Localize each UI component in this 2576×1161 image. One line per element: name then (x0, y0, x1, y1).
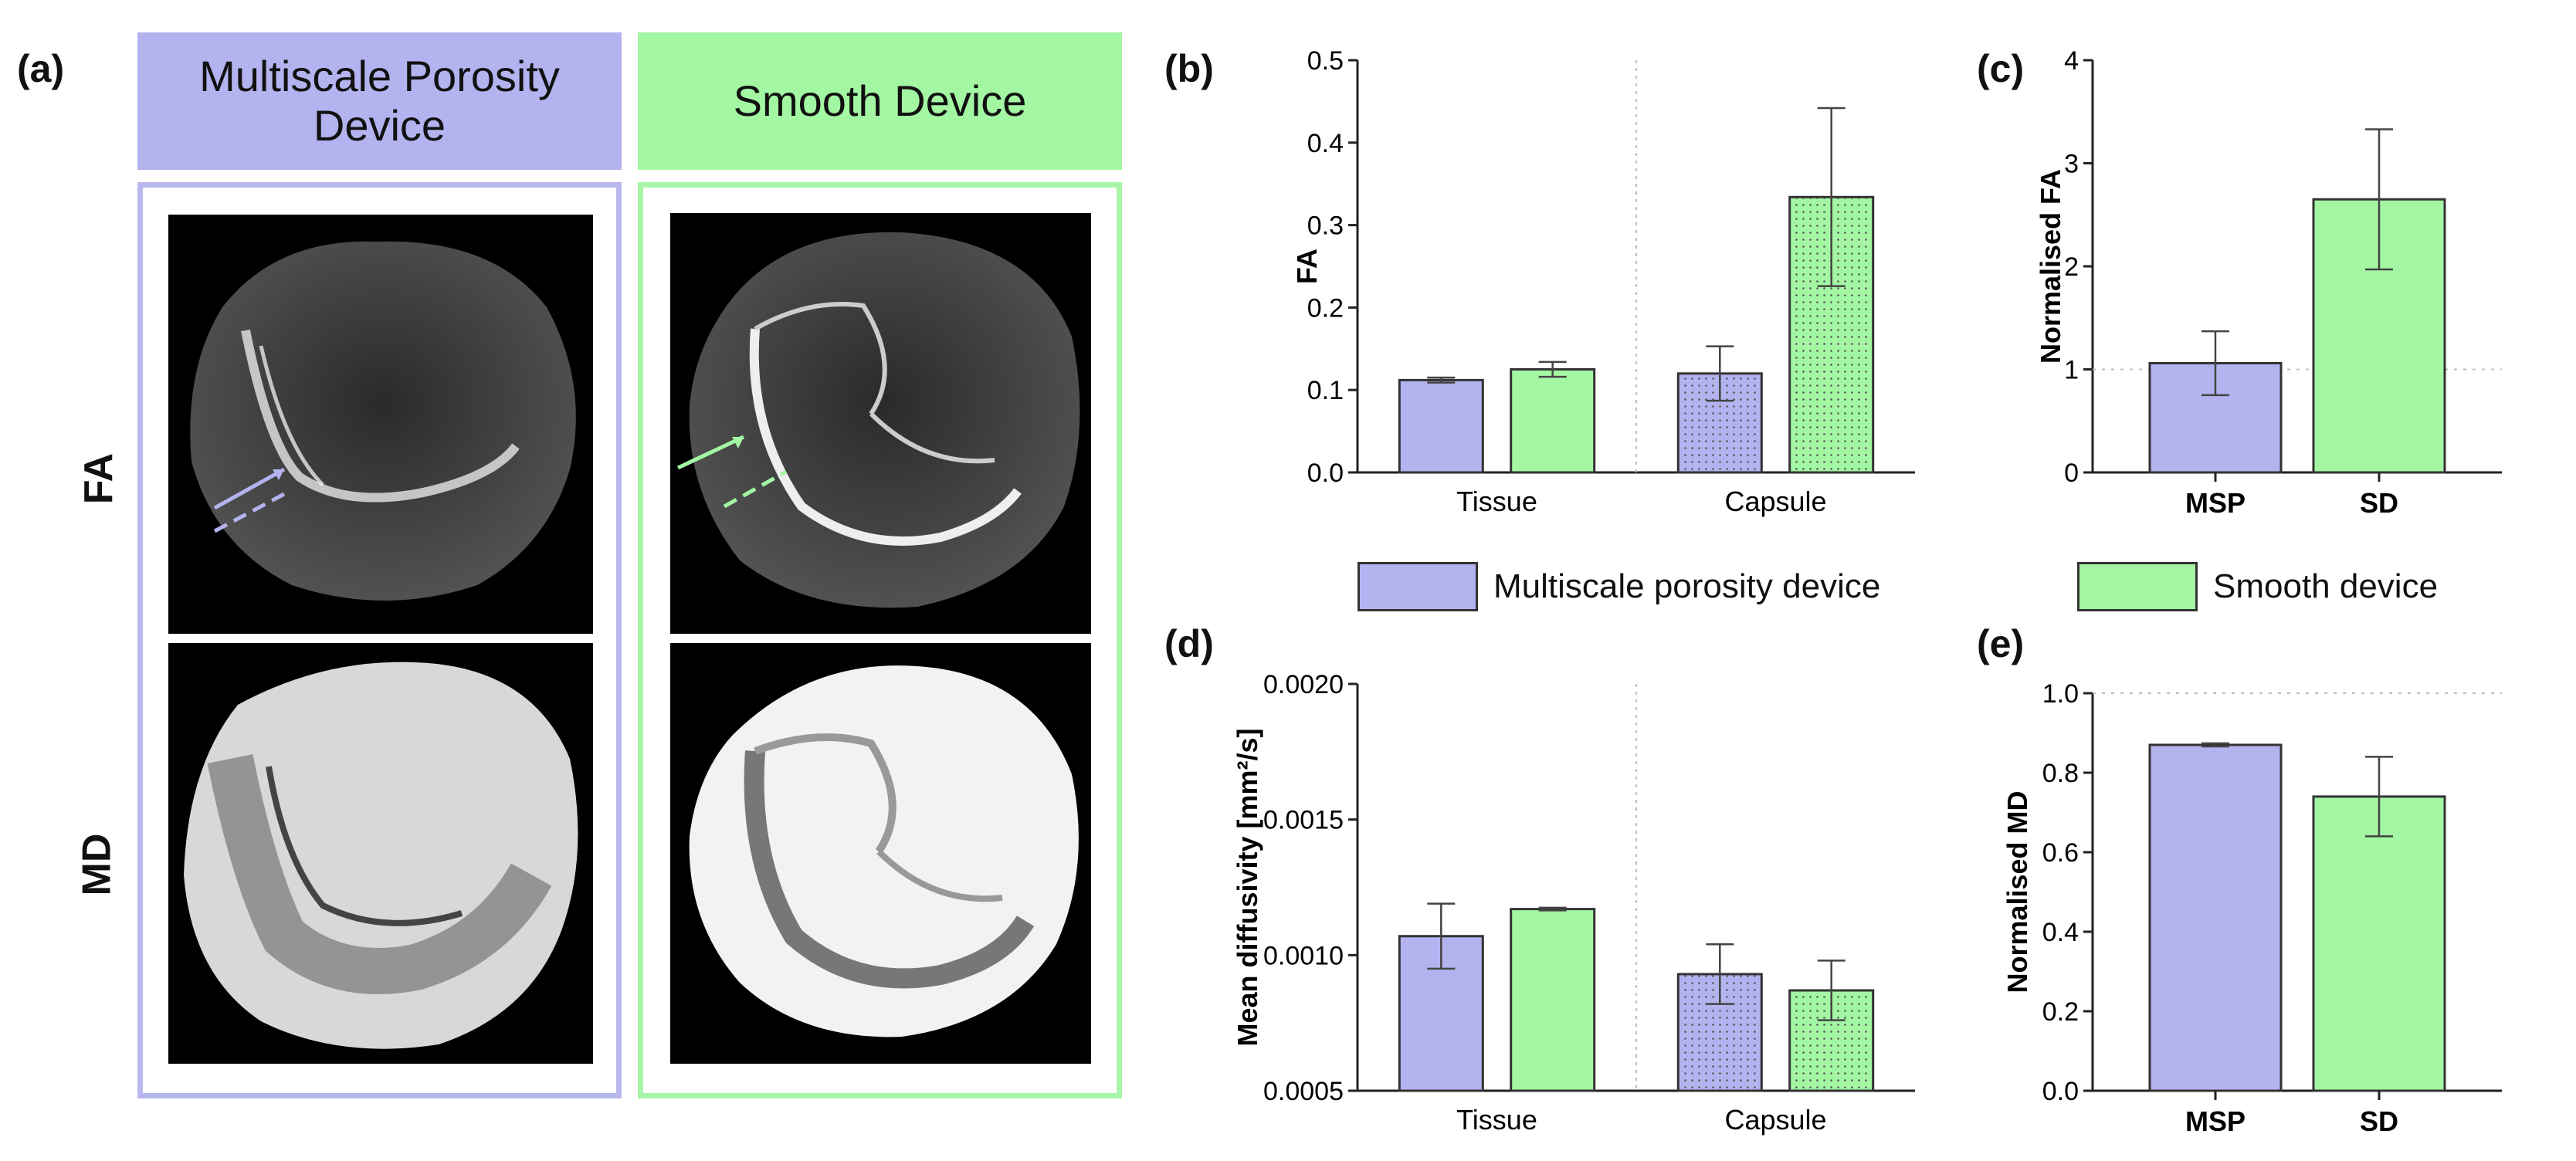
y-tick-label-b: 0.1 (1307, 376, 1344, 405)
x-tick-label-b: Capsule (1724, 486, 1826, 517)
legend-sd: Smooth device (2077, 562, 2438, 611)
x-tick-label-e: SD (2360, 1105, 2398, 1137)
y-tick-label-b: 0.2 (1307, 293, 1344, 323)
sd-md-image (670, 643, 1091, 1064)
y-tick-label-c: 3 (2064, 150, 2079, 179)
bar-b-capsule-sd (1788, 195, 1875, 474)
x-tick-label-c: SD (2360, 487, 2398, 519)
msp-header: Multiscale Porosity Device (137, 32, 622, 170)
bar-c-msp (2148, 361, 2283, 474)
x-tick-label-c: MSP (2185, 487, 2246, 519)
bar-e-msp (2148, 743, 2283, 1092)
y-tick-label-d: 0.0010 (1263, 941, 1344, 970)
y-tick-label-e: 1.0 (2042, 679, 2079, 709)
y-tick-label-e: 0.6 (2042, 838, 2079, 868)
y-axis-label-b: FA (1291, 249, 1323, 284)
msp-md-image (168, 643, 593, 1064)
y-tick-label-c: 0 (2064, 459, 2079, 488)
panel-a-label: (a) (17, 47, 65, 90)
msp-fa-image (168, 215, 593, 634)
x-tick-label-b: Tissue (1456, 486, 1537, 517)
y-tick-label-c: 4 (2064, 46, 2079, 76)
y-tick-label-b: 0.0 (1307, 459, 1344, 488)
y-tick-label-c: 2 (2064, 252, 2079, 282)
panel-e-label: (e) (1977, 622, 2025, 665)
y-tick-label-b: 0.5 (1307, 46, 1344, 76)
x-tick-label-d: Tissue (1456, 1104, 1537, 1136)
bar-b-tissue-sd (1510, 368, 1596, 474)
x-tick-label-d: Capsule (1724, 1104, 1826, 1136)
y-tick-label-d: 0.0005 (1263, 1077, 1344, 1106)
bar-b-tissue-msp (1398, 378, 1484, 474)
y-axis-label-d: Mean diffusivity [mm²/s] (1232, 728, 1263, 1046)
y-axis-label-c: Normalised FA (2035, 169, 2066, 364)
legend-sd-label: Smooth device (2213, 567, 2439, 605)
legend-msp: Multiscale porosity device (1357, 562, 1880, 611)
y-tick-label-b: 0.4 (1307, 129, 1344, 158)
bar-c-sd (2312, 198, 2446, 474)
y-tick-label-d: 0.0015 (1263, 806, 1344, 835)
sd-header: Smooth Device (638, 32, 1122, 170)
bar-e-sd (2312, 795, 2446, 1092)
legend-msp-label: Multiscale porosity device (1493, 567, 1881, 605)
y-tick-label-e: 0.2 (2042, 997, 2079, 1027)
y-tick-label-e: 0.0 (2042, 1077, 2079, 1106)
panel-b-label: (b) (1164, 47, 1214, 90)
y-tick-label-b: 0.3 (1307, 212, 1344, 241)
bar-d-capsule-msp (1676, 973, 1763, 1092)
y-tick-label-e: 0.8 (2042, 759, 2079, 788)
panel-d-label: (d) (1164, 622, 1214, 665)
y-axis-label-e: Normalised MD (2001, 790, 2033, 993)
row-label-fa: FA (76, 452, 122, 505)
legend-msp-swatch (1357, 562, 1478, 611)
y-tick-label-e: 0.4 (2042, 918, 2079, 947)
legend-sd-swatch (2077, 562, 2198, 611)
x-tick-label-e: MSP (2185, 1105, 2246, 1137)
bar-d-tissue-msp (1398, 935, 1484, 1092)
bar-d-capsule-sd (1788, 989, 1875, 1092)
y-tick-label-d: 0.0020 (1263, 670, 1344, 699)
sd-fa-image (670, 213, 1091, 634)
row-label-md: MD (74, 833, 120, 896)
y-tick-label-c: 1 (2064, 356, 2079, 385)
bar-d-tissue-sd (1510, 908, 1596, 1092)
bar-b-capsule-msp (1676, 372, 1763, 474)
panel-c-label: (c) (1977, 47, 2025, 90)
